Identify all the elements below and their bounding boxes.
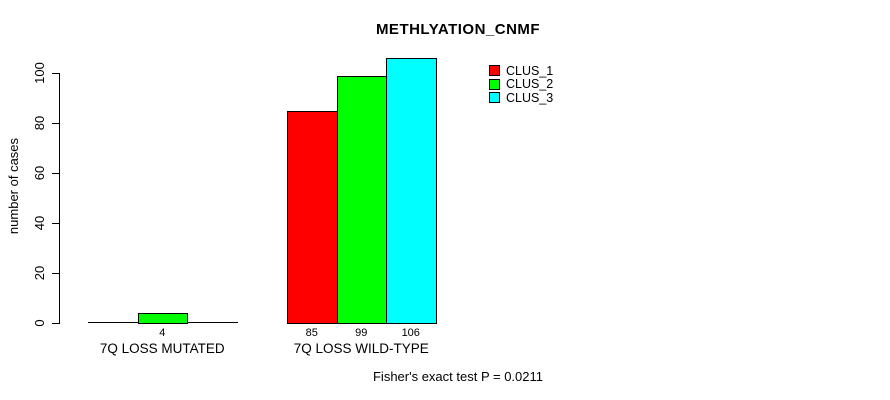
y-tick-mark [52, 73, 59, 74]
legend-swatch-clus_3 [489, 92, 500, 104]
legend-item-clus_3: CLUS_3 [489, 91, 553, 105]
bar-clus_2 [336, 75, 387, 324]
legend-label: CLUS_1 [506, 63, 554, 78]
bar-value-label: 4 [159, 327, 166, 339]
bar-value-label: 106 [401, 327, 420, 339]
y-axis-label: number of cases [6, 137, 21, 235]
y-tick-mark [52, 223, 59, 224]
legend-item-clus_2: CLUS_2 [489, 77, 554, 92]
y-tick-label: 60 [32, 165, 47, 181]
y-tick-mark [52, 123, 59, 124]
y-tick-label: 0 [32, 319, 47, 327]
y-tick-label: 100 [32, 62, 47, 84]
legend-label: CLUS_3 [506, 90, 554, 105]
legend-swatch-clus_1 [489, 65, 500, 77]
y-axis-line [59, 73, 60, 324]
legend-label: CLUS_2 [506, 77, 554, 92]
bar-clus_3 [386, 58, 437, 324]
bar-clus_3-zero [187, 322, 238, 323]
y-tick-mark [52, 323, 59, 324]
y-tick-label: 20 [32, 265, 47, 281]
bar-value-label: 99 [355, 327, 368, 339]
y-tick-mark [52, 173, 59, 174]
chart-title: METHLYATION_CNMF [375, 21, 541, 38]
stat-annotation: Fisher's exact test P = 0.0211 [372, 369, 543, 384]
y-tick-mark [52, 273, 59, 274]
x-group-label: 7Q LOSS MUTATED [99, 341, 225, 356]
bar-clus_2 [137, 313, 188, 324]
bar-clus_1-zero [88, 322, 139, 323]
bar-value-label: 85 [305, 327, 318, 339]
y-tick-label: 80 [32, 115, 47, 131]
legend-item-clus_1: CLUS_1 [489, 64, 553, 78]
legend-swatch-clus_2 [489, 78, 500, 90]
bar-clus_1 [287, 110, 338, 324]
x-group-label: 7Q LOSS WILD-TYPE [293, 341, 429, 356]
legend: CLUS_1 CLUS_2 CLUS_3 [489, 64, 553, 105]
y-tick-label: 40 [32, 215, 47, 231]
